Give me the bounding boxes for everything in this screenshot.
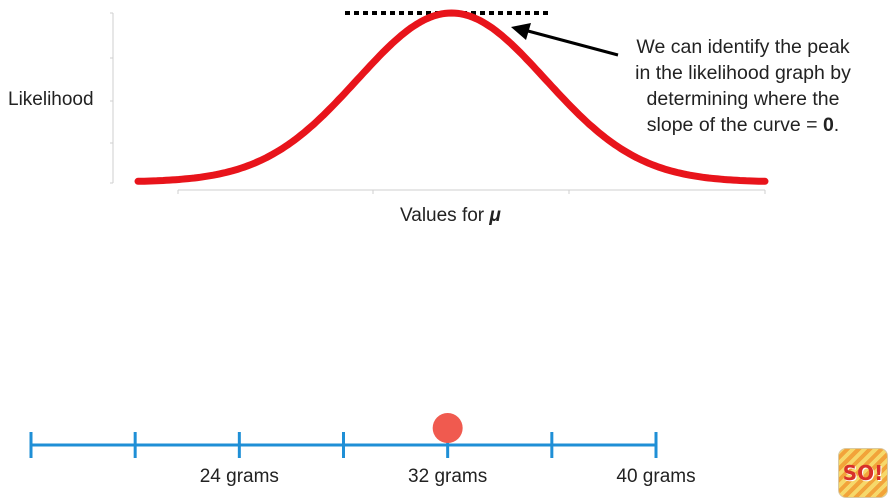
annotation-zero: 0 bbox=[822, 114, 834, 136]
statquest-logo: SO! bbox=[838, 448, 888, 498]
annotation-line: determining where the bbox=[646, 88, 840, 110]
number-line-tick-label: 40 grams bbox=[616, 466, 696, 487]
y-axis-label: Likelihood bbox=[8, 89, 94, 110]
callout-arrow bbox=[511, 23, 619, 57]
annotation-line: slope of the curve = 0. bbox=[598, 112, 888, 138]
arrow-shaft bbox=[527, 29, 619, 57]
mu-symbol: μ bbox=[489, 205, 501, 226]
likelihood-axes bbox=[110, 12, 766, 194]
annotation-line: in the likelihood graph by bbox=[635, 62, 851, 84]
number-line-tick-label: 32 grams bbox=[408, 466, 488, 487]
number-line-tick-label: 24 grams bbox=[199, 466, 279, 487]
likelihood-curve bbox=[134, 9, 769, 185]
x-axis-label: Values for μ bbox=[400, 205, 501, 227]
annotation-text: We can identify the peak in the likeliho… bbox=[598, 34, 888, 138]
annotation-line-suffix: . bbox=[833, 114, 840, 136]
x-axis-label-text: Values for bbox=[400, 205, 490, 226]
logo-text: SO! bbox=[842, 461, 884, 485]
annotation-line: We can identify the peak bbox=[636, 36, 850, 58]
data-point bbox=[432, 413, 463, 443]
arrow-head-icon bbox=[511, 23, 531, 40]
number-line bbox=[29, 413, 658, 458]
annotation-line-prefix: slope of the curve = bbox=[646, 114, 823, 136]
